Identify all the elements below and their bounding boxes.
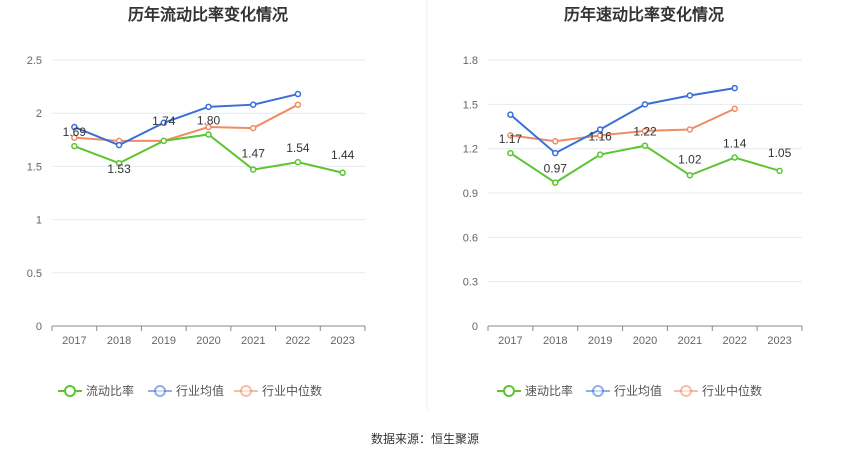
series-point — [686, 126, 694, 133]
series-point — [686, 92, 694, 99]
series-point — [731, 154, 738, 161]
series-point — [294, 158, 302, 166]
y-tick-label: 2 — [36, 108, 42, 120]
x-tick-label: 2020 — [196, 335, 220, 347]
legend-label: 速动比率 — [525, 383, 573, 398]
x-tick-label: 2017 — [498, 335, 522, 347]
data-label: 1.44 — [331, 148, 355, 162]
x-tick-label: 2018 — [107, 335, 131, 347]
series-point — [339, 169, 346, 177]
data-label: 1.14 — [723, 137, 747, 151]
series-point — [294, 90, 302, 98]
chart-title: 历年速动比率变化情况 — [564, 5, 724, 24]
series-point — [596, 151, 604, 158]
series-point — [249, 124, 257, 132]
x-tick-label: 2022 — [286, 335, 310, 347]
source-note: 数据来源：恒生聚源 — [371, 431, 479, 446]
x-tick-label: 2019 — [152, 335, 176, 347]
series-point — [776, 167, 783, 175]
series-point — [71, 142, 78, 150]
series-point — [249, 166, 257, 173]
series-point — [596, 126, 604, 133]
legend-marker — [680, 385, 692, 397]
data-label: 1.22 — [633, 125, 657, 139]
y-tick-label: 1.2 — [463, 144, 478, 156]
legend-label: 行业中位数 — [702, 383, 762, 398]
quick-ratio-chart: 历年速动比率变化情况 0 0.3 0.6 0.9 1.2 1.5 1.8 2017 2018 201… — [463, 5, 803, 398]
series-line — [73, 93, 299, 147]
x-tick-label: 2023 — [767, 335, 791, 347]
series-point — [507, 132, 514, 139]
data-label: 1.74 — [152, 114, 176, 128]
legend-marker — [64, 385, 76, 397]
series-point — [205, 131, 212, 138]
data-label: 1.69 — [63, 125, 87, 139]
current-ratio-chart: 历年流动比率变化情况 0 0.5 1 1.5 2 2.5 2017 2018 2019 2020 20… — [27, 5, 366, 398]
x-tick-label: 2023 — [330, 335, 354, 347]
series-point — [205, 123, 212, 131]
data-label: 1.54 — [286, 141, 310, 155]
series-point — [71, 134, 78, 141]
series-point — [552, 179, 559, 186]
series-point — [507, 149, 514, 157]
series-point — [507, 111, 514, 118]
legend-marker — [154, 385, 166, 397]
data-label: 1.05 — [768, 146, 792, 160]
series-point — [71, 123, 78, 131]
data-label: 1.47 — [242, 147, 266, 161]
y-tick-label: 0 — [36, 321, 42, 333]
series-point — [160, 119, 168, 127]
x-tick-label: 2022 — [722, 335, 746, 347]
legend-marker — [240, 385, 252, 397]
data-label: 1.53 — [107, 162, 131, 176]
series-point — [552, 149, 559, 157]
data-label: 1.80 — [197, 113, 221, 127]
x-tick-label: 2017 — [62, 335, 86, 347]
y-tick-label: 2.5 — [27, 55, 42, 67]
series-line — [74, 103, 299, 142]
series-point — [641, 101, 649, 108]
series-line — [509, 87, 735, 155]
data-label: 1.02 — [678, 152, 702, 166]
series-point — [552, 138, 559, 145]
legend-marker — [503, 385, 515, 397]
series-point — [115, 159, 123, 167]
series-point — [294, 101, 302, 108]
legend-label: 行业均值 — [614, 383, 662, 398]
series-point — [160, 137, 168, 145]
x-tick-label: 2020 — [633, 335, 657, 347]
legend-label: 行业均值 — [176, 383, 224, 398]
y-tick-label: 0 — [472, 321, 478, 333]
y-tick-label: 1.5 — [27, 161, 42, 173]
data-label: 1.16 — [588, 130, 612, 144]
y-tick-label: 1.5 — [463, 99, 478, 111]
y-tick-label: 0.6 — [463, 232, 478, 244]
series-point — [205, 103, 212, 111]
series-point — [249, 101, 257, 108]
y-tick-label: 1 — [36, 215, 42, 227]
y-tick-label: 0.9 — [463, 188, 478, 200]
legend-label: 行业中位数 — [262, 383, 322, 398]
series-point — [641, 142, 649, 149]
chart-title: 历年流动比率变化情况 — [128, 5, 288, 24]
x-tick-label: 2019 — [588, 335, 612, 347]
y-tick-label: 1.8 — [463, 55, 478, 67]
legend-label: 流动比率 — [86, 383, 134, 398]
x-tick-label: 2021 — [241, 335, 265, 347]
data-label: 0.97 — [544, 162, 568, 176]
series-line — [510, 107, 736, 143]
series-point — [731, 84, 738, 92]
series-point — [641, 127, 649, 135]
series-point — [115, 141, 123, 149]
y-tick-label: 0.3 — [463, 277, 478, 289]
series-point — [686, 172, 694, 179]
y-tick-label: 0.5 — [27, 268, 42, 280]
x-tick-label: 2021 — [678, 335, 702, 347]
series-point — [731, 105, 738, 113]
x-tick-label: 2018 — [543, 335, 567, 347]
series-point — [596, 132, 604, 139]
data-label: 1.17 — [499, 132, 523, 146]
legend-marker — [592, 385, 604, 397]
